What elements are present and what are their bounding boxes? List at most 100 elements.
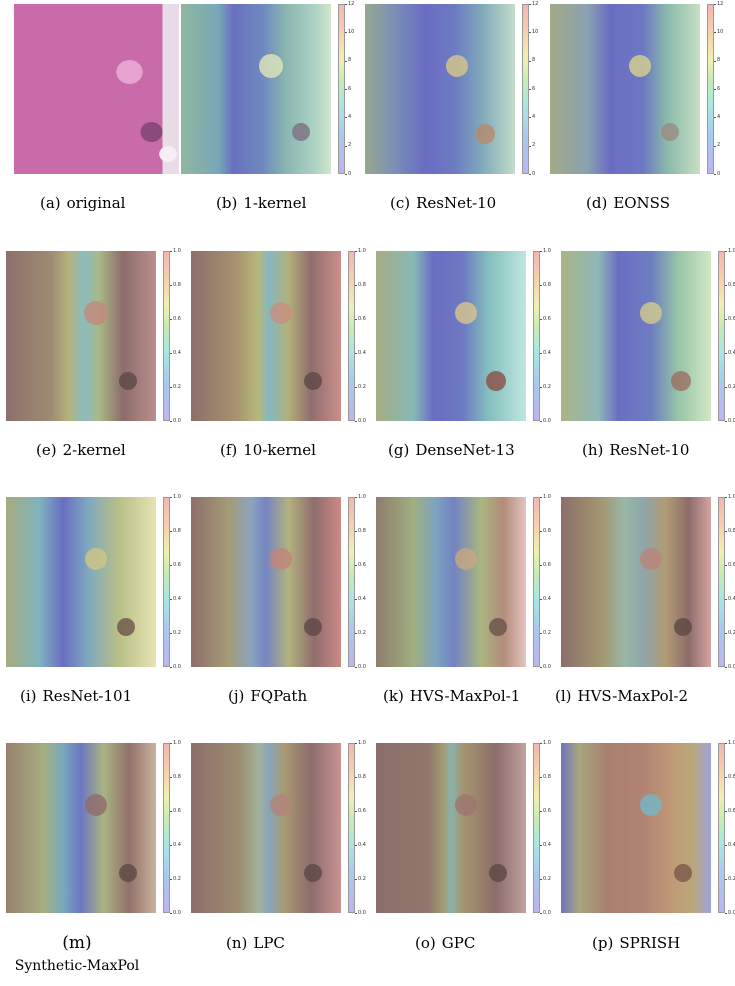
colorbar-tick-mark (540, 565, 542, 566)
colorbar-tick-mark (714, 32, 716, 33)
colorbar-tick-mark (725, 353, 727, 354)
colorbar-tick-label: 0.2 (358, 629, 366, 636)
colorbar-tick-label: 8 (532, 57, 536, 64)
colorbar (707, 4, 714, 174)
colorbar-tick-mark (355, 387, 357, 388)
colorbar-tick-mark (355, 667, 357, 668)
colorbar-tick-mark (355, 879, 357, 880)
colorbar-tick-mark (540, 497, 542, 498)
colorbar-tick-label: 0 (348, 170, 352, 177)
colorbar-tick-mark (714, 60, 716, 62)
colorbar-tick-mark (355, 633, 357, 634)
heatmap-hvs-maxpol-1 (376, 497, 526, 667)
colorbar-tick-label: 10 (348, 28, 355, 35)
colorbar-tick-label: 1.0 (358, 739, 366, 746)
colorbar (718, 743, 725, 913)
colorbar-tick-mark (355, 421, 357, 422)
colorbar-tick-label: 0.0 (543, 417, 551, 424)
caption-k: (k) HVS-MaxPol-1 (383, 687, 521, 705)
colorbar-tick-mark (355, 497, 357, 498)
colorbar-tick-mark (355, 599, 357, 600)
colorbar-tick-mark (725, 879, 727, 880)
colorbar-tick-label: 0.2 (728, 629, 735, 636)
colorbar-tick-label: 1.0 (173, 739, 181, 746)
caption-m: (m) Synthetic-MaxPol (14, 933, 140, 974)
colorbar-tick-label: 0.2 (358, 875, 366, 882)
colorbar-tick-label: 0.0 (173, 663, 181, 670)
colorbar-tick-mark (725, 633, 727, 634)
colorbar-tick-mark (355, 845, 357, 846)
colorbar-tick-label: 0.0 (543, 909, 551, 916)
colorbar-tick-mark (345, 145, 347, 147)
colorbar-tick-mark (355, 743, 357, 744)
colorbar-tick-mark (529, 117, 531, 118)
colorbar-tick-mark (529, 145, 531, 147)
colorbar (533, 497, 540, 667)
colorbar-tick-label: 1.0 (173, 247, 181, 254)
colorbar (163, 497, 170, 667)
colorbar-tick-mark (714, 4, 716, 5)
heatmap-fqpath (191, 497, 341, 667)
colorbar-tick-label: 0.8 (358, 773, 366, 780)
colorbar-tick-mark (540, 599, 542, 600)
caption-f: (f) 10-kernel (220, 441, 316, 459)
colorbar-tick-label: 8 (348, 57, 352, 64)
colorbar-tick-label: 0.2 (728, 383, 735, 390)
colorbar-tick-mark (345, 174, 347, 175)
colorbar-tick-mark (725, 565, 727, 566)
heatmap-10-kernel (191, 251, 341, 421)
colorbar (338, 4, 345, 174)
colorbar-tick-label: 0.0 (358, 663, 366, 670)
colorbar-tick-label: 1.0 (543, 493, 551, 500)
colorbar-tick-label: 0.6 (358, 315, 366, 322)
caption-g: (g) DenseNet-13 (388, 441, 515, 459)
caption-p: (p) SPRISH (592, 934, 681, 952)
colorbar-tick-mark (540, 319, 542, 320)
colorbar-tick-label: 0.8 (728, 281, 735, 288)
colorbar-tick-mark (725, 421, 727, 422)
colorbar-tick-label: 0.4 (728, 841, 735, 848)
colorbar (533, 743, 540, 913)
colorbar-tick-mark (355, 251, 357, 252)
colorbar (522, 4, 529, 174)
colorbar-tick-mark (725, 531, 727, 532)
colorbar-tick-label: 0.2 (173, 875, 181, 882)
colorbar-tick-mark (345, 89, 347, 90)
heatmap-resnet-10 (365, 4, 515, 174)
colorbar-tick-mark (170, 497, 172, 498)
colorbar (348, 743, 355, 913)
colorbar-tick-mark (170, 251, 172, 252)
caption-o: (o) GPC (415, 934, 476, 952)
colorbar-tick-label: 0.2 (728, 875, 735, 882)
colorbar (718, 251, 725, 421)
colorbar-tick-mark (355, 285, 357, 286)
colorbar-tick-mark (170, 879, 172, 880)
colorbar-tick-mark (540, 531, 542, 532)
colorbar-tick-label: 12 (348, 0, 355, 7)
colorbar-tick-label: 0.8 (543, 773, 551, 780)
colorbar-tick-label: 0 (532, 170, 536, 177)
colorbar-tick-label: 1.0 (358, 493, 366, 500)
colorbar-tick-mark (355, 319, 357, 320)
colorbar-tick-mark (725, 497, 727, 498)
caption-i: (i) ResNet-101 (20, 687, 133, 705)
colorbar-tick-label: 0.6 (543, 807, 551, 814)
colorbar-tick-label: 12 (532, 0, 539, 7)
heatmap-gpc (376, 743, 526, 913)
colorbar-tick-label: 1.0 (543, 739, 551, 746)
colorbar-tick-label: 0.4 (543, 841, 551, 848)
colorbar-tick-label: 0.0 (728, 663, 735, 670)
colorbar-tick-mark (355, 565, 357, 566)
colorbar-tick-label: 0.2 (358, 383, 366, 390)
colorbar-tick-mark (355, 811, 357, 812)
caption-n: (n) LPC (226, 934, 285, 952)
colorbar-tick-mark (355, 913, 357, 914)
colorbar-tick-mark (725, 811, 727, 812)
colorbar-tick-mark (714, 174, 716, 175)
colorbar-tick-label: 0.6 (728, 315, 735, 322)
colorbar-tick-label: 6 (717, 85, 721, 92)
colorbar-tick-mark (529, 4, 531, 5)
colorbar-tick-label: 0.6 (358, 807, 366, 814)
colorbar-tick-mark (540, 421, 542, 422)
colorbar-tick-label: 0.6 (358, 561, 366, 568)
